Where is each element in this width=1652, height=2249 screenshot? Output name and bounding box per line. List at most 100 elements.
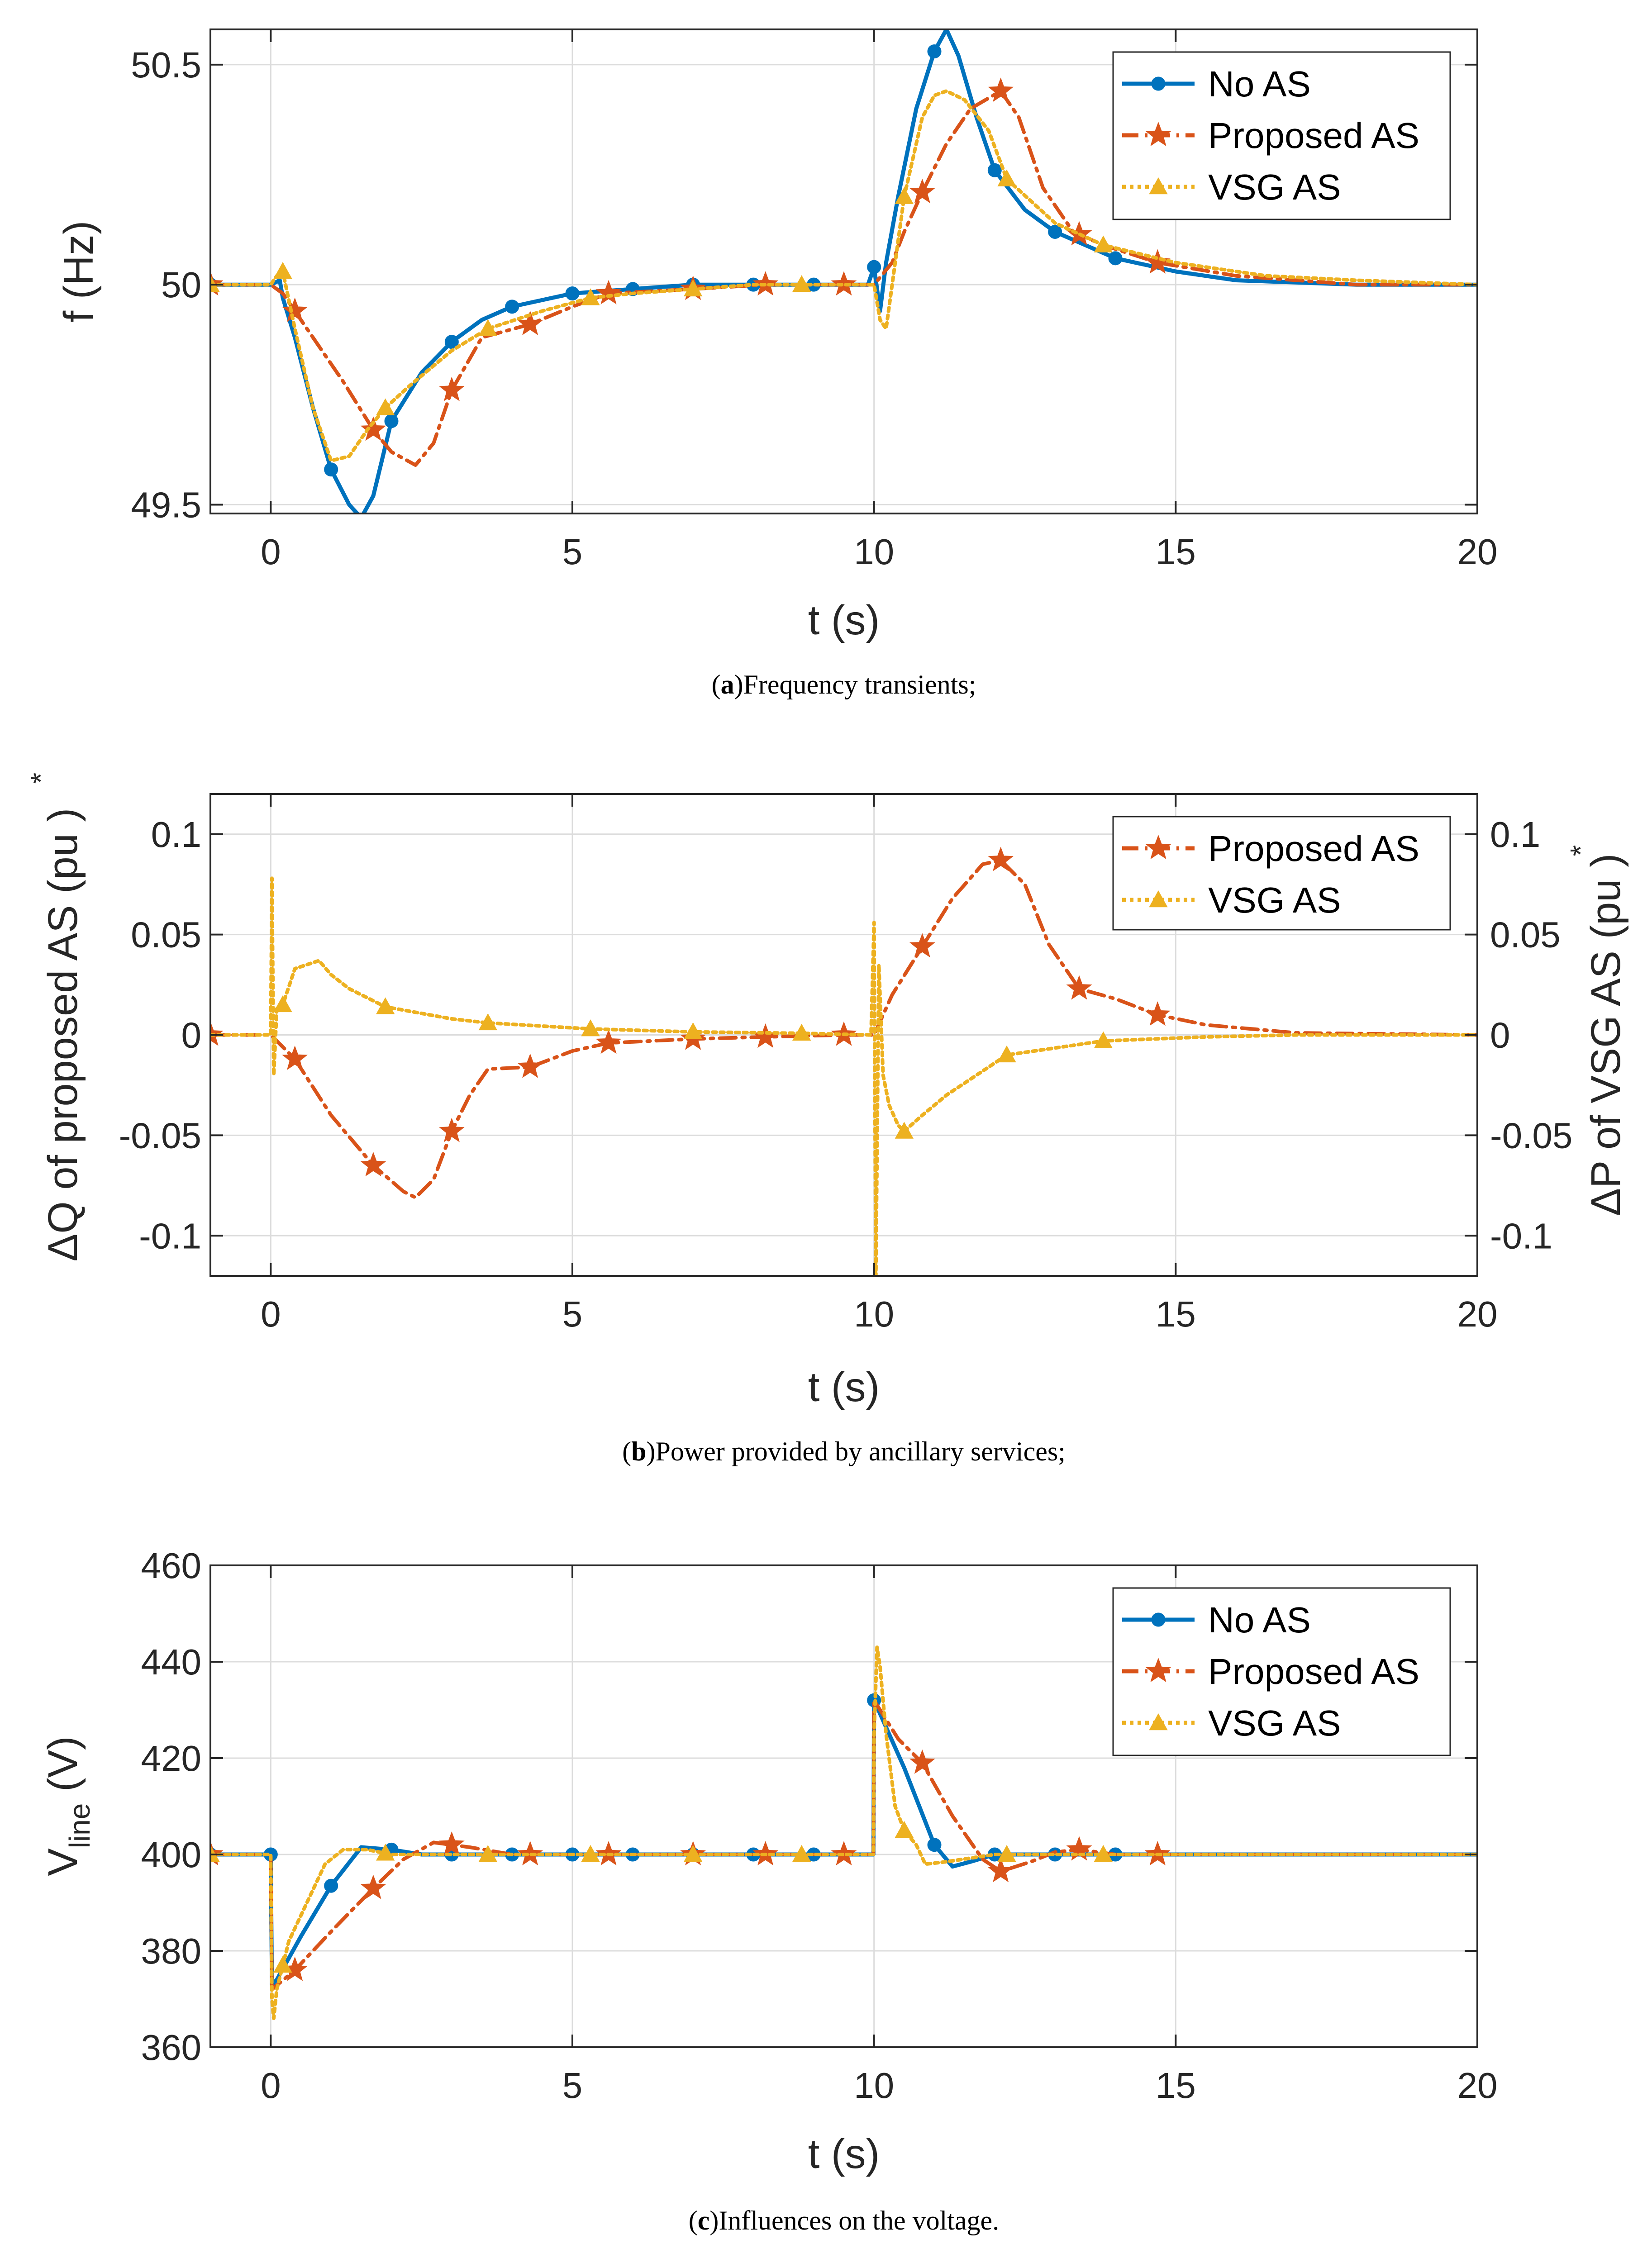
vsg-as-marker [273, 1955, 292, 1973]
y-tick-label: 420 [141, 1738, 201, 1778]
x-tick-label: 15 [1156, 532, 1196, 572]
y-tick-label: 380 [141, 1931, 201, 1971]
proposed-as-marker [1066, 975, 1092, 1000]
no-as-marker [384, 414, 399, 428]
vsg-as-line [210, 1645, 1477, 2021]
ylabel-c-sub: line [63, 1803, 96, 1849]
x-tick-label: 5 [562, 1294, 583, 1334]
y-tick-label: -0.1 [139, 1216, 201, 1256]
vsg-as-marker [1094, 1031, 1113, 1049]
ylabel-right-b-sup: * [1564, 845, 1597, 856]
proposed-as-marker [439, 1831, 465, 1856]
ylabel-b-sup: * [24, 773, 57, 784]
proposed-as-marker [438, 376, 465, 401]
legend-proposed-as-marker [1145, 122, 1171, 147]
proposed-as-marker [988, 846, 1014, 871]
panel-power: 0 5 10 15 20 -0.1 -0.1 -0.05 -0.05 0 0 0.05 0.05 0.1 0… [24, 773, 1629, 1466]
vsg-as-marker [478, 1845, 498, 1862]
vsg-as-marker [478, 1013, 498, 1031]
proposed-as-marker [282, 1045, 308, 1070]
xlabel-c: t (s) [808, 2131, 880, 2177]
no-as-marker [324, 462, 338, 477]
series-a [210, 29, 1477, 514]
x-tick-label: 20 [1457, 532, 1498, 572]
proposed-as-marker [439, 1117, 465, 1142]
legend-vsg-as-label: VSG AS [1208, 880, 1341, 920]
vsg-as-marker [478, 319, 498, 336]
proposed-as-marker [360, 1152, 386, 1177]
x-tick-label: 20 [1457, 1294, 1498, 1334]
no-as-marker [1048, 224, 1062, 239]
proposed-as-marker [909, 1749, 935, 1774]
legend-vsg-as-marker [1149, 1713, 1168, 1731]
vsg-as-marker [895, 1122, 914, 1139]
vsg-as-marker [376, 398, 395, 415]
legend-proposed-as-marker [1145, 835, 1171, 860]
caption-b-text: Power provided by ancillary services; [655, 1436, 1065, 1466]
proposed-as-marker [282, 297, 308, 322]
vsg-as-marker [792, 1023, 811, 1041]
y-tick-label: 50.5 [131, 45, 201, 85]
x-tick-label: 15 [1156, 2065, 1196, 2106]
no-as-marker [987, 163, 1002, 177]
legend-proposed-as-label: Proposed AS [1208, 1651, 1419, 1692]
legend-b: Proposed AS VSG AS [1112, 816, 1451, 931]
vsg-as-marker [273, 995, 292, 1013]
legend-proposed-as-label: Proposed AS [1208, 828, 1419, 869]
vsg-as-marker [997, 1845, 1016, 1862]
ylabel-b-text: ΔQ of proposed AS (pu ) [40, 808, 86, 1261]
caption-a: (a)Frequency transients; [712, 670, 976, 699]
proposed-as-marker [517, 310, 543, 335]
caption-b: (b)Power provided by ancillary services; [622, 1436, 1066, 1466]
legend-proposed-as-label: Proposed AS [1208, 115, 1419, 156]
vsg-as-marker [581, 1019, 600, 1037]
proposed-as-marker [1144, 249, 1171, 274]
xlabel-a: t (s) [808, 597, 880, 643]
caption-b-label: b [631, 1436, 646, 1466]
x-tick-label: 10 [854, 532, 894, 572]
caption-c: (c)Influences on the voltage. [689, 2206, 999, 2235]
no-as-marker [505, 300, 519, 314]
legend-no-as-marker [1151, 76, 1166, 91]
ylabel-c: Vline (V) [40, 1736, 96, 1876]
vsg-as-line [210, 876, 1477, 1276]
panel-voltage: 0 5 10 15 20 360 380 400 420 440 460 t (s) Vline (… [40, 1545, 1497, 2235]
vsg-as-marker [1094, 235, 1113, 252]
caption-c-text: Influences on the voltage. [719, 2206, 999, 2235]
vsg-as-marker [581, 288, 600, 305]
proposed-as-marker [909, 179, 935, 204]
x-tick-label: 10 [854, 1294, 894, 1334]
x-tick-label: 15 [1156, 1294, 1196, 1334]
panel-frequency: 0 5 10 15 20 49.5 50 50.5 t (s) f (Hz) No AS Pro… [56, 29, 1497, 699]
ticks-b: 0 5 10 15 20 -0.1 -0.1 -0.05 -0.05 0 0 0.05 0.05 0.1 0… [119, 794, 1572, 1334]
x-tick-label: 10 [854, 2065, 894, 2106]
caption-c-label: c [698, 2206, 710, 2235]
y-right-tick-label: -0.1 [1490, 1216, 1552, 1256]
ylabel-a: f (Hz) [56, 221, 102, 323]
legend-proposed-as-marker [1145, 1658, 1171, 1683]
series-b [210, 846, 1477, 1276]
y-tick-label: 0.05 [131, 915, 201, 955]
legend-c: No AS Proposed AS VSG AS [1112, 1587, 1451, 1756]
vsg-as-marker [895, 187, 914, 204]
x-tick-label: 0 [261, 532, 281, 572]
vsg-as-marker [683, 1845, 703, 1862]
no-as-marker [1108, 251, 1123, 266]
ylabel-b: ΔQ of proposed AS (pu ) [40, 808, 86, 1261]
y-tick-label: 0.1 [151, 814, 201, 855]
xlabel-b: t (s) [808, 1364, 880, 1410]
x-tick-label: 20 [1457, 2065, 1498, 2106]
x-tick-label: 5 [562, 2065, 583, 2106]
y-tick-label: 400 [141, 1835, 201, 1875]
ylabel-c-main: V [40, 1848, 86, 1876]
vsg-as-marker [683, 1022, 703, 1040]
legend-vsg-as-marker [1149, 890, 1168, 908]
axes-box-a [209, 29, 1478, 514]
proposed-as-marker [752, 1023, 779, 1048]
proposed-as-marker [988, 77, 1014, 102]
no-as-marker [927, 1838, 942, 1852]
no-as-marker [565, 286, 580, 301]
proposed-as-marker [909, 933, 935, 958]
vsg-as-marker [997, 169, 1016, 186]
